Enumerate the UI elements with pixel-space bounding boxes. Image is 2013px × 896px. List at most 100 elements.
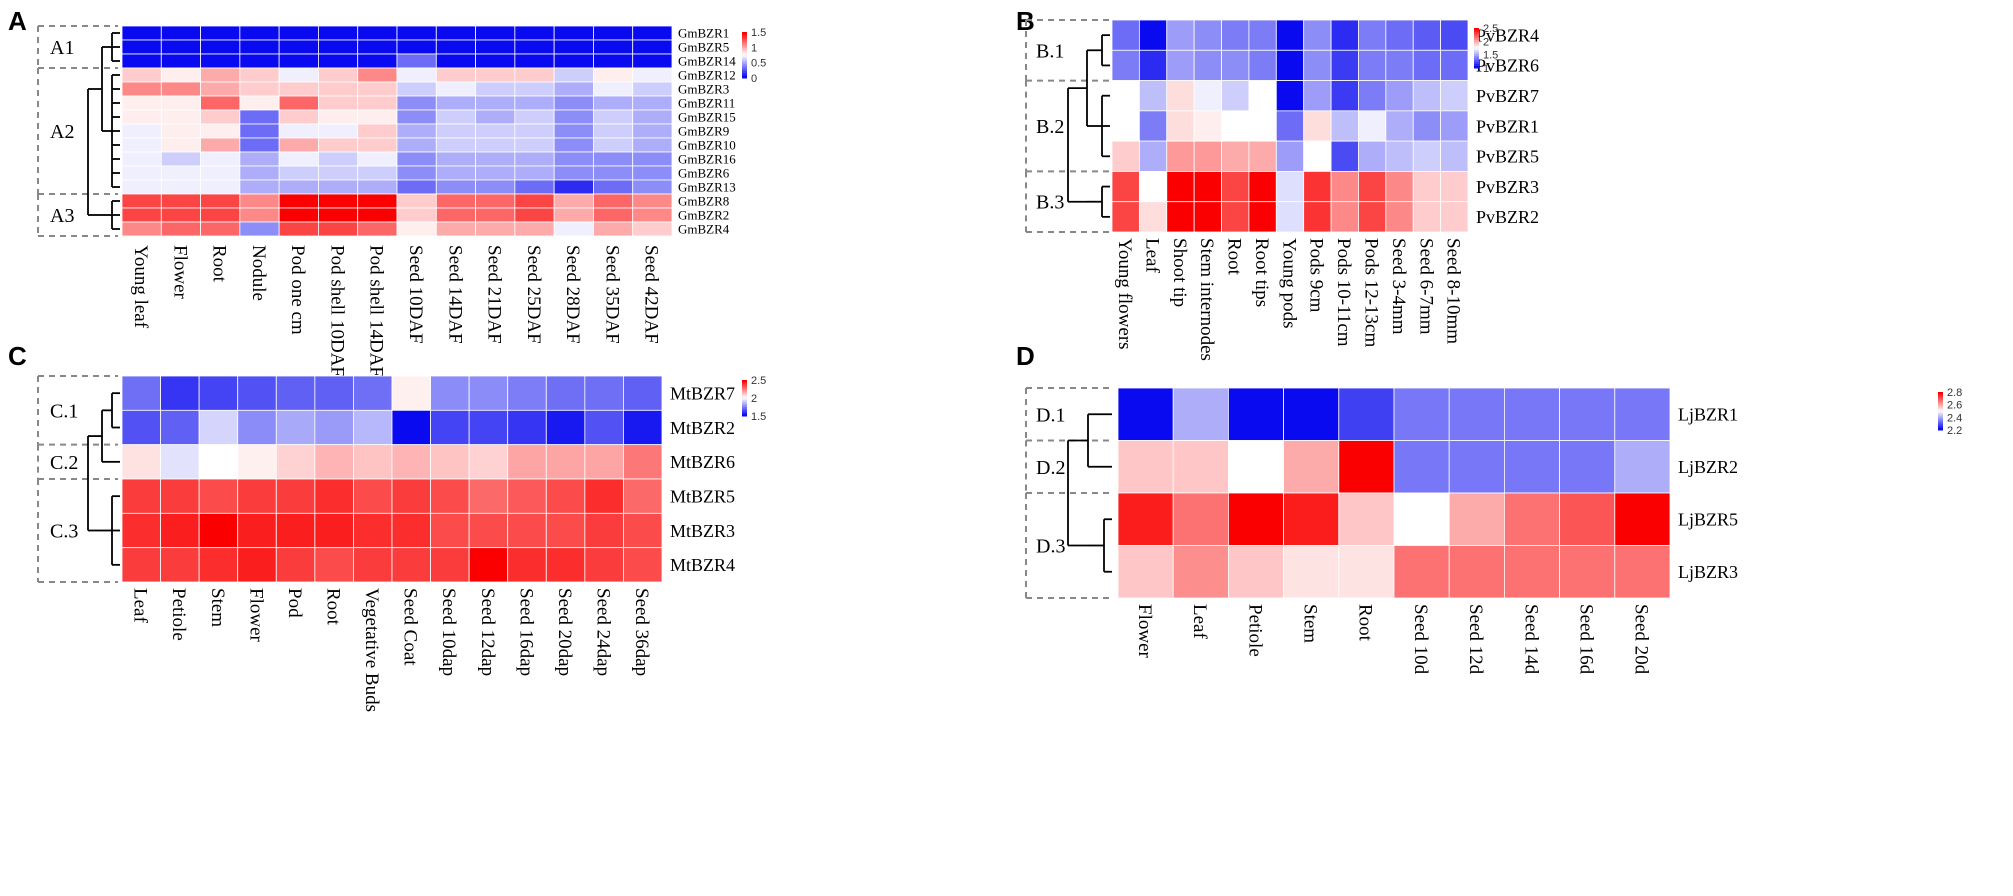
heatmap-cell [121,193,162,209]
heatmap-cell [121,207,162,223]
row-label: GmBZR5 [678,40,729,55]
heatmap-cell [632,25,673,41]
heatmap-cell [1275,201,1305,233]
row-label: LjBZR5 [1678,510,1738,530]
column-label: Pods 12-13cm [1361,238,1382,347]
legend-swatch [1474,30,1479,33]
heatmap-cell [468,375,509,411]
heatmap-cell [1275,49,1305,81]
column-label: Root [323,588,344,626]
legend-swatch [742,387,747,390]
heatmap-cell [278,151,319,167]
heatmap-cell [314,444,354,480]
heatmap-cell [553,95,594,111]
heatmap-cell [1138,110,1168,142]
cluster-label: B.3 [1036,192,1064,214]
column-label: Seed 8-10mm [1443,238,1464,344]
heatmap-cell [357,53,398,69]
heatmap-cell [1303,49,1332,81]
heatmap-cell [545,512,586,549]
heatmap-cell [593,109,634,125]
heatmap-cell [198,512,239,549]
heatmap-cell [318,109,359,125]
column-label: Stem internodes [1196,238,1217,361]
heatmap-cell [121,123,162,139]
heatmap-cell [430,547,470,583]
heatmap-cell [1504,492,1561,546]
heatmap-cell [435,123,476,139]
heatmap-cell [121,478,161,514]
heatmap-cell [1221,201,1250,233]
heatmap-cell [1283,545,1340,599]
heatmap-cell [623,478,663,514]
heatmap-cell [357,123,398,139]
legend-swatch [742,57,747,61]
heatmap-cell [1221,49,1250,81]
column-label: Seed Coat [400,588,421,666]
heatmap-cell [200,207,241,223]
heatmap-cell [435,25,476,41]
heatmap-cell [160,207,201,223]
heatmap-cell [318,193,359,209]
heatmap-cell [278,137,319,153]
heatmap-cell [121,81,162,97]
legend-tick: 1 [1483,63,1489,75]
heatmap-cell [318,67,359,83]
heatmap-cell [1275,110,1305,142]
heatmap-cell [396,221,437,237]
column-label: Seed 20d [1631,604,1652,675]
heatmap-cell [1614,387,1671,441]
heatmap-cell [278,95,319,111]
heatmap-cell [200,25,241,41]
legend-swatch [742,45,747,49]
heatmap-cell [121,165,162,181]
heatmap-cell [1440,19,1469,51]
legend-swatch [742,48,747,51]
heatmap-cell [1385,201,1414,233]
heatmap-cell [391,512,431,549]
legend-swatch [742,385,747,388]
legend-swatch [742,398,747,401]
heatmap-cell [1221,110,1250,142]
heatmap-cell [1385,80,1414,112]
heatmap-cell [1275,140,1305,172]
cluster-label: A2 [50,121,74,143]
row-label: MtBZR3 [670,521,735,541]
heatmap-cell [1166,49,1195,81]
heatmap-cell [553,193,594,209]
heatmap-cell [553,179,594,195]
heatmap-cell [1111,201,1140,233]
heatmap-cell [623,444,663,480]
legend-swatch [1938,403,1943,406]
heatmap-cell [1504,545,1561,599]
row-label: GmBZR12 [678,68,736,83]
heatmap-cell [553,25,594,41]
heatmap-cell [1193,201,1222,233]
heatmap-cell [593,151,634,167]
heatmap-cell [514,193,555,209]
heatmap-cell [514,179,555,195]
heatmap-cell [1138,171,1168,203]
legend-swatch [742,73,747,77]
heatmap-cell [239,137,280,153]
heatmap-cell [1221,19,1250,51]
heatmap-cell [198,478,239,514]
heatmap-cell [1248,80,1277,112]
heatmap-cell [553,151,594,167]
heatmap-cell [357,25,398,41]
heatmap-cell [1228,492,1285,546]
heatmap-cell [239,53,280,69]
column-label: Seed 36dap [631,588,652,676]
heatmap-cell [553,53,594,69]
heatmap-cell [1412,19,1442,51]
heatmap-cell [1275,80,1305,112]
heatmap-cell [391,409,431,446]
heatmap-cell [357,67,398,83]
heatmap-cell [514,165,555,181]
heatmap-cell [391,478,431,514]
heatmap-cell [396,67,437,83]
heatmap-cell [1440,80,1469,112]
heatmap-cell [593,39,634,55]
heatmap-cell [1412,201,1442,233]
heatmap-cell [507,409,547,446]
